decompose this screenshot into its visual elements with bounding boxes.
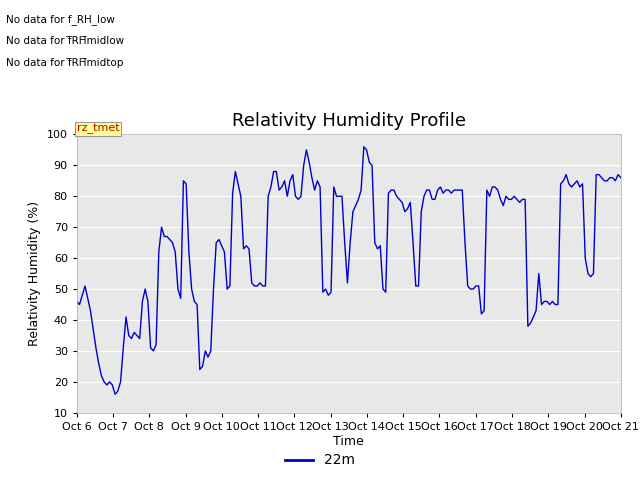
Legend: 22m: 22m bbox=[280, 448, 360, 473]
Text: No data for f̅RH̅midlow: No data for f̅RH̅midlow bbox=[6, 36, 125, 46]
Text: No data for f_RH_low: No data for f_RH_low bbox=[6, 14, 115, 25]
Text: rz_tmet: rz_tmet bbox=[77, 124, 120, 134]
Text: No data for f̅RH̅midtop: No data for f̅RH̅midtop bbox=[6, 58, 124, 68]
Y-axis label: Relativity Humidity (%): Relativity Humidity (%) bbox=[28, 201, 41, 346]
Title: Relativity Humidity Profile: Relativity Humidity Profile bbox=[232, 112, 466, 130]
X-axis label: Time: Time bbox=[333, 434, 364, 448]
